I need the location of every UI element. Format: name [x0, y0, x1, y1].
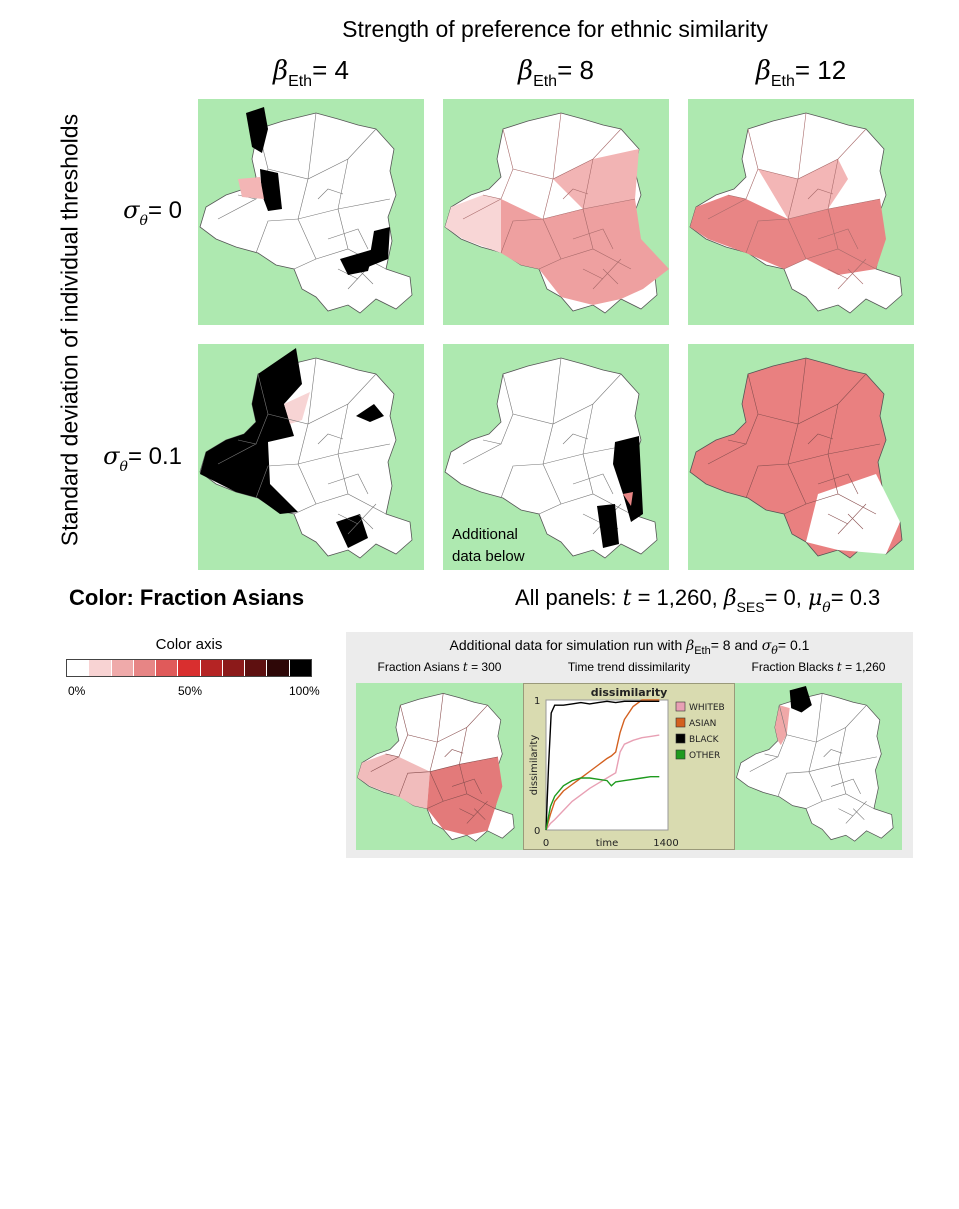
column-label-beta-4: βEth= 4 — [273, 55, 349, 90]
legend-label-other: OTHER — [689, 751, 720, 761]
color-swatch-0 — [67, 660, 90, 676]
all-panels-parameters: All panels: t = 1,260, βSES= 0, μθ= 0.3 — [515, 585, 881, 616]
color-swatch-5 — [178, 660, 201, 676]
color-caption: Color: Fraction Asians — [69, 585, 305, 610]
map-panel-sigma01-beta12 — [688, 344, 914, 570]
column-label-beta-12: βEth= 12 — [755, 55, 847, 90]
figure-title: Strength of preference for ethnic simila… — [342, 16, 768, 42]
legend-swatch-asian — [675, 717, 686, 728]
chart-x-tick-0: 0 — [543, 838, 549, 849]
map-panel-sigma01-beta8 — [443, 344, 669, 570]
series-line-whiteb — [545, 734, 660, 831]
series-line-black — [545, 700, 660, 831]
legend-label-asian: ASIAN — [689, 719, 716, 729]
color-swatch-9 — [267, 660, 290, 676]
map-panel-sigma01-beta4 — [198, 344, 424, 570]
sublabel-fraction-blacks: Fraction Blacks t = 1,260 — [751, 660, 886, 674]
color-axis-tick-50: 50% — [178, 684, 203, 698]
color-swatch-1 — [89, 660, 112, 676]
color-axis-title: Color axis — [155, 636, 223, 653]
legend-label-whiteb: WHITEB — [689, 703, 725, 713]
color-swatch-10 — [289, 660, 311, 676]
color-axis-tick-100: 100% — [289, 684, 320, 698]
chart-x-tick-1400: 1400 — [653, 838, 678, 849]
color-swatch-4 — [156, 660, 179, 676]
chart-x-label: time — [596, 838, 619, 849]
legend-swatch-other — [675, 749, 686, 760]
panel-note: Additional data below — [452, 526, 525, 565]
chart-y-tick-1: 1 — [534, 696, 540, 707]
sublabel-time-trend: Time trend dissimilarity — [567, 660, 691, 674]
color-swatch-2 — [111, 660, 134, 676]
mini-map-fraction-asians — [356, 683, 523, 850]
map-panel-sigma0-beta8 — [443, 99, 669, 325]
color-axis-bar — [66, 659, 312, 677]
additional-data-title: Additional data for simulation run with … — [449, 637, 810, 657]
color-axis-tick-0: 0% — [68, 684, 86, 698]
color-swatch-3 — [133, 660, 157, 676]
row-label-sigma-0-1: σθ= 0.1 — [103, 442, 182, 475]
mini-map-fraction-blacks — [735, 683, 902, 850]
legend-label-black: BLACK — [689, 735, 720, 745]
row-label-sigma-0: σθ= 0 — [123, 196, 182, 229]
y-axis-label: Standard deviation of individual thresho… — [56, 113, 83, 547]
color-swatch-8 — [245, 660, 268, 676]
color-swatch-7 — [222, 660, 246, 676]
color-swatch-6 — [200, 660, 223, 676]
legend-swatch-whiteb — [675, 701, 686, 712]
chart-title: dissimilarity — [591, 686, 668, 699]
map-panel-sigma0-beta4 — [198, 99, 424, 325]
series-line-other — [545, 775, 660, 831]
dissimilarity-chart: dissimilarity 1 0 dissimilarity 0 1400 time WHI… — [523, 683, 735, 850]
series-line-asian — [545, 699, 660, 831]
sublabel-fraction-asians: Fraction Asians t = 300 — [377, 660, 502, 674]
chart-y-tick-0: 0 — [534, 826, 540, 837]
legend-swatch-black — [675, 733, 686, 744]
map-panel-sigma0-beta12 — [688, 99, 914, 325]
column-label-beta-8: βEth= 8 — [518, 55, 594, 90]
chart-y-label: dissimilarity — [529, 735, 540, 796]
